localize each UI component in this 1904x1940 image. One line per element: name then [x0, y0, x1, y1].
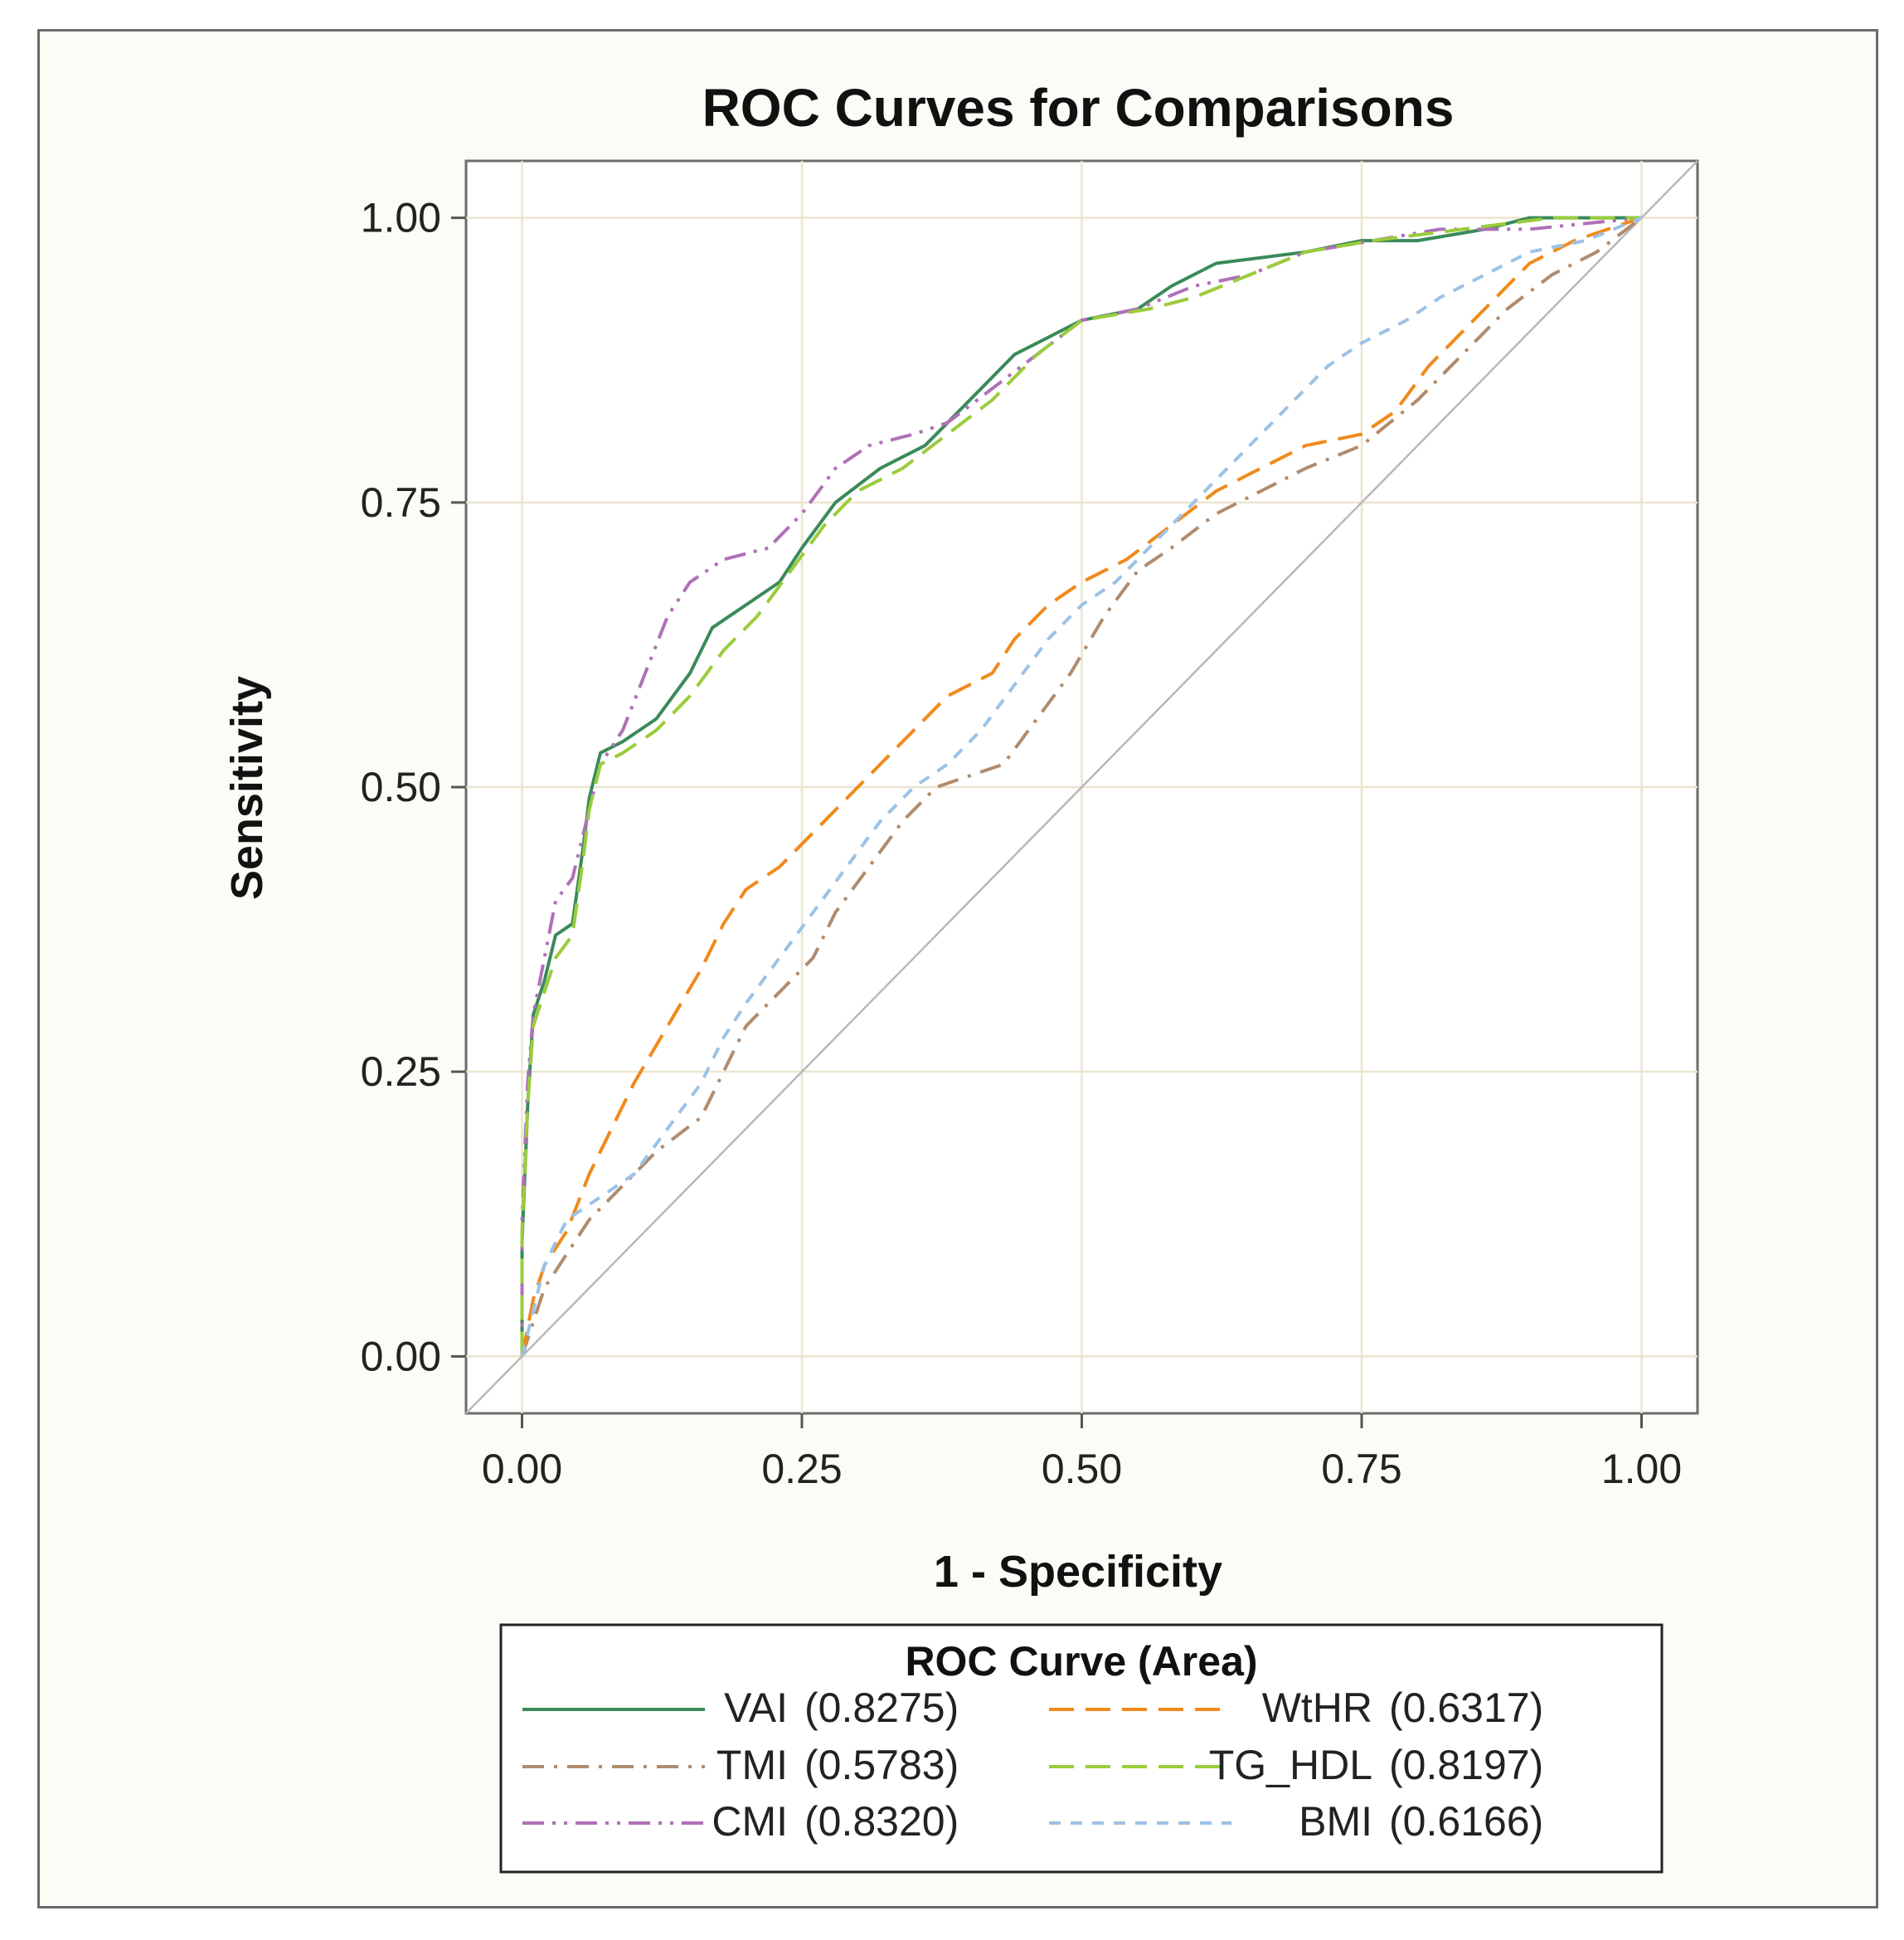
chart-title: ROC Curves for Comparisons: [702, 78, 1455, 138]
legend-title: ROC Curve (Area): [905, 1638, 1257, 1685]
legend-item-bmi: BMI (0.6166): [1049, 1798, 1543, 1845]
legend-series-area: (0.8320): [804, 1798, 959, 1845]
x-tick-label: 0.00: [482, 1446, 562, 1492]
legend-item-wthr: WtHR (0.6317): [1049, 1685, 1543, 1731]
legend-series-area: (0.6166): [1389, 1798, 1543, 1845]
roc-curve-tg-hdl: [520, 216, 1642, 1357]
legend-series-area: (0.6317): [1389, 1685, 1543, 1731]
legend-series-name: VAI: [724, 1685, 788, 1731]
roc-curves: [465, 160, 1698, 1414]
x-tick-label: 0.50: [1042, 1446, 1122, 1492]
y-tick-label: 0.75: [361, 479, 441, 526]
roc-curve-bmi: [520, 216, 1643, 1357]
x-tick-label: 1.00: [1601, 1446, 1682, 1492]
roc-curve-tmi: [520, 216, 1643, 1358]
legend-series-area: (0.8275): [804, 1685, 959, 1731]
legend-series-area: (0.8197): [1389, 1742, 1543, 1788]
axes: 0.00 0.25 0.50 0.75 1.00 0.00 0.25 0.50 0.75 1.00: [361, 195, 1682, 1492]
y-tick-label: 0.00: [361, 1333, 441, 1379]
y-axis-label: Sensitivity: [222, 676, 272, 900]
legend-item-vai: VAI (0.8275): [522, 1685, 959, 1731]
y-tick-label: 0.50: [361, 764, 441, 810]
legend-series-area: (0.5783): [804, 1742, 959, 1788]
legend: ROC Curve (Area) VAI (0.8275) TMI (0.5783) C…: [499, 1623, 1664, 1874]
roc-curve-wthr: [520, 216, 1643, 1357]
legend-item-tmi: TMI (0.5783): [522, 1742, 959, 1788]
legend-series-name: BMI: [1299, 1798, 1372, 1845]
legend-box: [499, 1623, 1664, 1874]
x-tick-label: 0.25: [761, 1446, 842, 1492]
legend-items: VAI (0.8275) TMI (0.5783) CMI (0.8320) WtHR (0.…: [522, 1685, 1543, 1845]
legend-item-cmi: CMI (0.8320): [522, 1798, 959, 1845]
x-tick-label: 0.75: [1321, 1446, 1401, 1492]
legend-item-tg-hdl: TG_HDL (0.8197): [1049, 1742, 1543, 1788]
y-tick-label: 1.00: [361, 195, 441, 241]
legend-series-name: TMI: [716, 1742, 788, 1788]
legend-series-name: TG_HDL: [1209, 1742, 1372, 1788]
legend-series-name: WtHR: [1262, 1685, 1372, 1731]
roc-curve-vai: [520, 216, 1642, 1357]
legend-series-name: CMI: [712, 1798, 788, 1845]
reference-diagonal: [465, 160, 1698, 1414]
y-tick-label: 0.25: [361, 1048, 441, 1095]
x-axis-label: 1 - Specificity: [934, 1547, 1222, 1597]
